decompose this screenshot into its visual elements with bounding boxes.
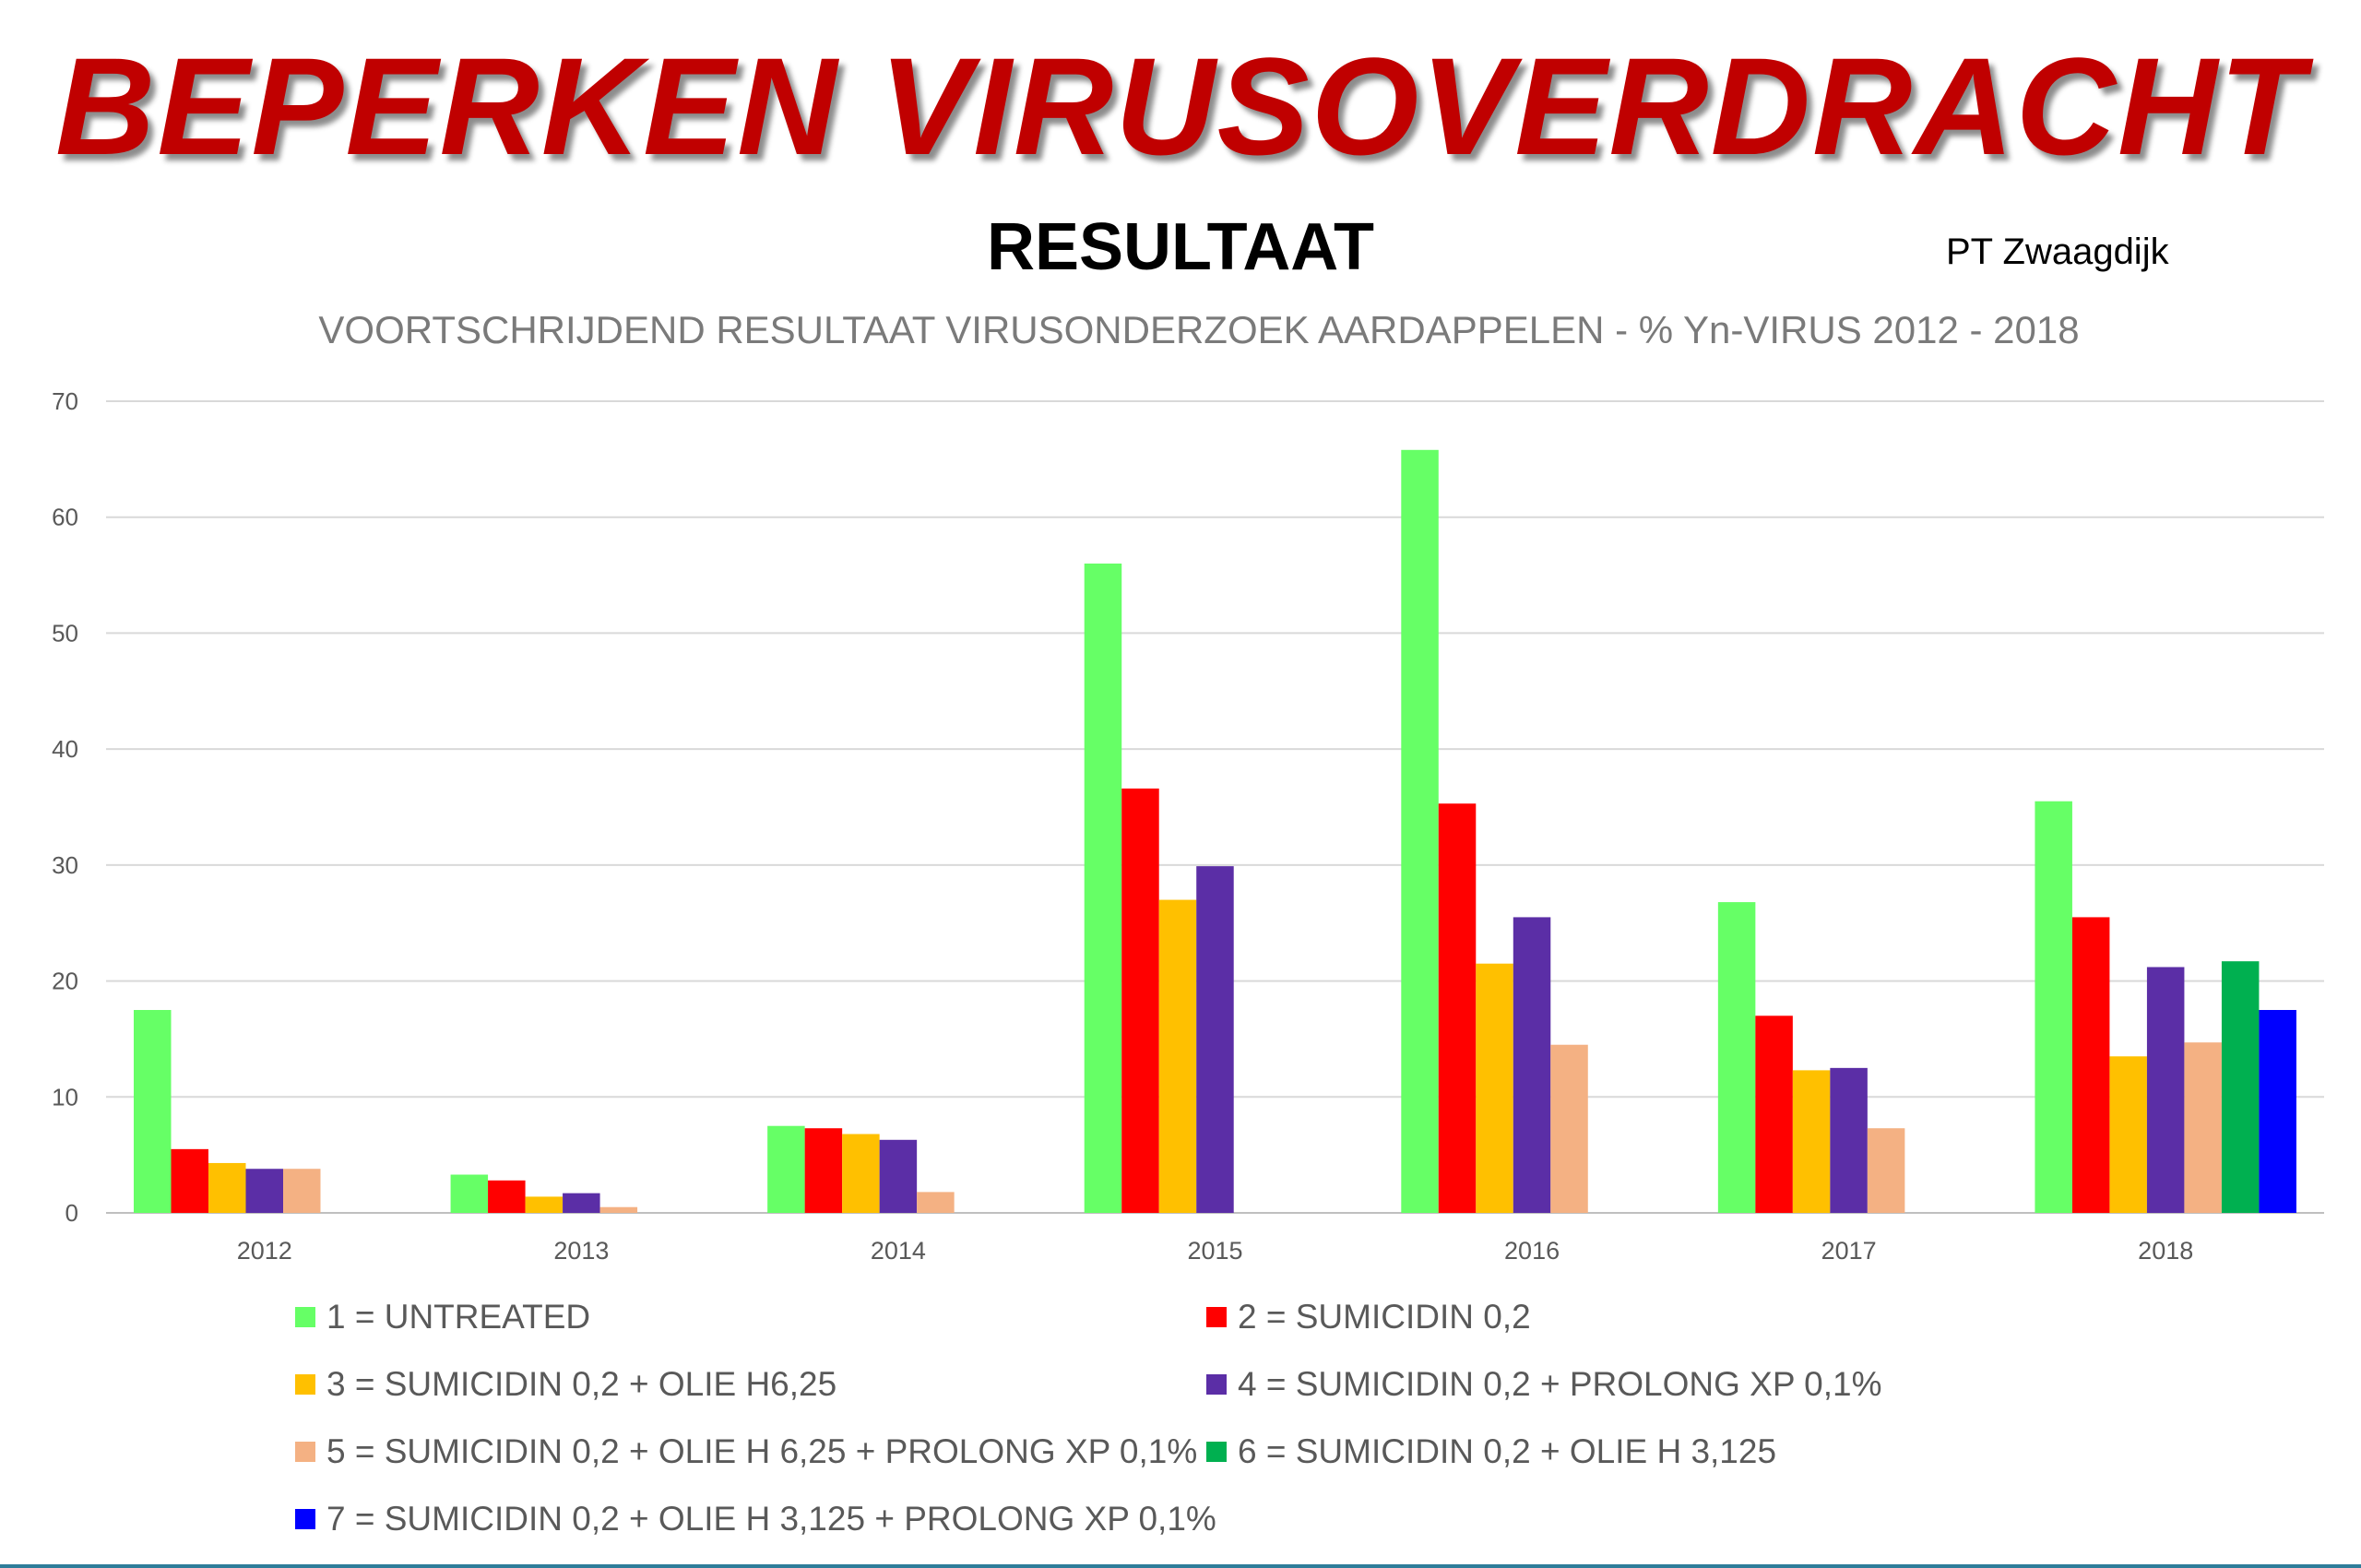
bar: [134, 1010, 172, 1213]
bar: [1550, 1044, 1588, 1213]
legend-item: 5 = SUMICIDIN 0,2 + OLIE H 6,25 + PROLON…: [295, 1431, 1206, 1473]
legend-swatch: [1206, 1307, 1227, 1327]
bar: [2221, 961, 2260, 1213]
x-tick-label: 2017: [1821, 1237, 1877, 1265]
legend-label: 7 = SUMICIDIN 0,2 + OLIE H 3,125 + PROLO…: [326, 1500, 1216, 1538]
legend-swatch: [1206, 1374, 1227, 1395]
bar: [879, 1139, 918, 1213]
y-tick-label: 20: [52, 968, 78, 995]
y-tick-label: 40: [52, 735, 78, 763]
x-tick-label: 2016: [1504, 1237, 1560, 1265]
bar: [1513, 917, 1551, 1213]
y-tick-label: 30: [52, 851, 78, 879]
x-tick-label: 2015: [1187, 1237, 1242, 1265]
bar: [599, 1206, 638, 1213]
legend-swatch: [295, 1374, 315, 1395]
author-label: PT Zwaagdijk: [1946, 232, 2169, 272]
bar: [2109, 1056, 2147, 1213]
bar: [2146, 967, 2185, 1213]
bar: [1755, 1016, 1793, 1213]
legend-label: 5 = SUMICIDIN 0,2 + OLIE H 6,25 + PROLON…: [326, 1432, 1198, 1470]
legend-item: 4 = SUMICIDIN 0,2 + PROLONG XP 0,1%: [1206, 1363, 2129, 1406]
x-tick-label: 2018: [2138, 1237, 2193, 1265]
legend-swatch: [1206, 1442, 1227, 1462]
bar: [842, 1134, 880, 1213]
bar: [1830, 1067, 1868, 1213]
bar: [208, 1162, 246, 1213]
y-tick-label: 10: [52, 1083, 78, 1111]
bar: [1792, 1070, 1831, 1213]
page-title: BEPERKEN VIRUSOVERDRACHT: [55, 29, 2306, 184]
bar: [563, 1193, 600, 1213]
legend-label: 6 = SUMICIDIN 0,2 + OLIE H 3,125: [1238, 1432, 1777, 1470]
bar: [2035, 801, 2072, 1213]
bar: [1121, 788, 1159, 1213]
legend-swatch: [295, 1509, 315, 1529]
bar: [1867, 1128, 1905, 1213]
bar: [488, 1180, 526, 1213]
bar-chart: 0 10 20 30 40 50 60 70 2012 2013 2014 2015 2016 2017 2…: [52, 387, 2324, 1265]
bar: [1438, 803, 1477, 1213]
bar: [245, 1169, 283, 1213]
bar: [767, 1125, 805, 1213]
bar: [1084, 564, 1122, 1213]
bottom-border: [0, 1564, 2361, 1568]
bar: [1717, 902, 1756, 1213]
legend-label: 3 = SUMICIDIN 0,2 + OLIE H6,25: [326, 1365, 837, 1403]
y-tick-label: 0: [65, 1199, 78, 1227]
bar: [525, 1196, 564, 1213]
legend-item: 3 = SUMICIDIN 0,2 + OLIE H6,25: [295, 1363, 1206, 1406]
bar: [1401, 449, 1439, 1213]
chart-title: VOORTSCHRIJDEND RESULTAAT VIRUSONDERZOEK…: [318, 308, 2080, 351]
legend-swatch: [295, 1442, 315, 1462]
x-tick-label: 2014: [871, 1237, 926, 1265]
legend-item: 6 = SUMICIDIN 0,2 + OLIE H 3,125: [1206, 1431, 2129, 1473]
bar: [917, 1192, 955, 1213]
bar: [1158, 899, 1197, 1213]
legend-swatch: [295, 1307, 315, 1327]
y-tick-label: 60: [52, 504, 78, 531]
legend-item: 1 = UNTREATED: [295, 1296, 1206, 1338]
bar: [283, 1169, 321, 1213]
bar: [2071, 917, 2110, 1213]
bar: [1196, 866, 1234, 1213]
x-tick-label: 2012: [237, 1237, 292, 1265]
bar: [2259, 1010, 2296, 1213]
legend-item: 2 = SUMICIDIN 0,2: [1206, 1296, 2129, 1338]
legend-label: 1 = UNTREATED: [326, 1298, 591, 1336]
bar: [804, 1128, 843, 1213]
bar: [171, 1148, 208, 1213]
bar: [450, 1174, 489, 1213]
legend-label: 4 = SUMICIDIN 0,2 + PROLONG XP 0,1%: [1238, 1365, 1882, 1403]
chart-legend: 1 = UNTREATED 2 = SUMICIDIN 0,2 3 = SUMICI…: [295, 1296, 2140, 1540]
bar: [2184, 1042, 2222, 1213]
x-tick-label: 2013: [553, 1237, 609, 1265]
legend-item: 7 = SUMICIDIN 0,2 + OLIE H 3,125 + PROLO…: [295, 1498, 1216, 1540]
legend-label: 2 = SUMICIDIN 0,2: [1238, 1298, 1531, 1336]
bar: [1476, 963, 1513, 1213]
y-tick-label: 70: [52, 387, 78, 415]
page-subtitle: RESULTAAT: [987, 210, 1374, 284]
y-tick-label: 50: [52, 619, 78, 647]
